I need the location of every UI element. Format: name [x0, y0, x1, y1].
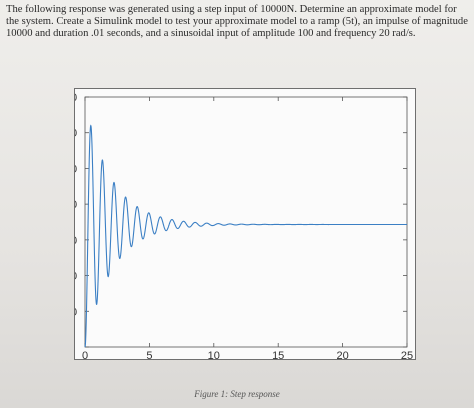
y-tick-label-60: 60 [75, 128, 77, 140]
x-tick-label-25: 25 [401, 350, 413, 359]
x-tick-label-10: 10 [208, 350, 220, 359]
plot-area [84, 96, 408, 348]
x-tick-label-0: 0 [82, 350, 88, 359]
problem-statement: The following response was generated usi… [6, 4, 468, 40]
x-tick-label-15: 15 [272, 350, 284, 359]
x-tick-label-20: 20 [336, 350, 348, 359]
y-tick-label-30: 30 [75, 235, 77, 247]
response-line [84, 124, 407, 348]
y-tick-label-70: 70 [75, 92, 77, 104]
y-tick-label-10: 10 [75, 306, 77, 318]
step-response-chart: 0510152025010203040506070time (seconds)p… [75, 92, 413, 359]
y-tick-label-50: 50 [75, 163, 77, 175]
x-tick-label-5: 5 [146, 350, 152, 359]
figure-caption: Figure 1: Step response [194, 389, 280, 399]
y-tick-label-40: 40 [75, 199, 77, 211]
chart-frame: 0510152025010203040506070time (seconds)p… [74, 88, 416, 360]
y-tick-label-20: 20 [75, 271, 77, 283]
